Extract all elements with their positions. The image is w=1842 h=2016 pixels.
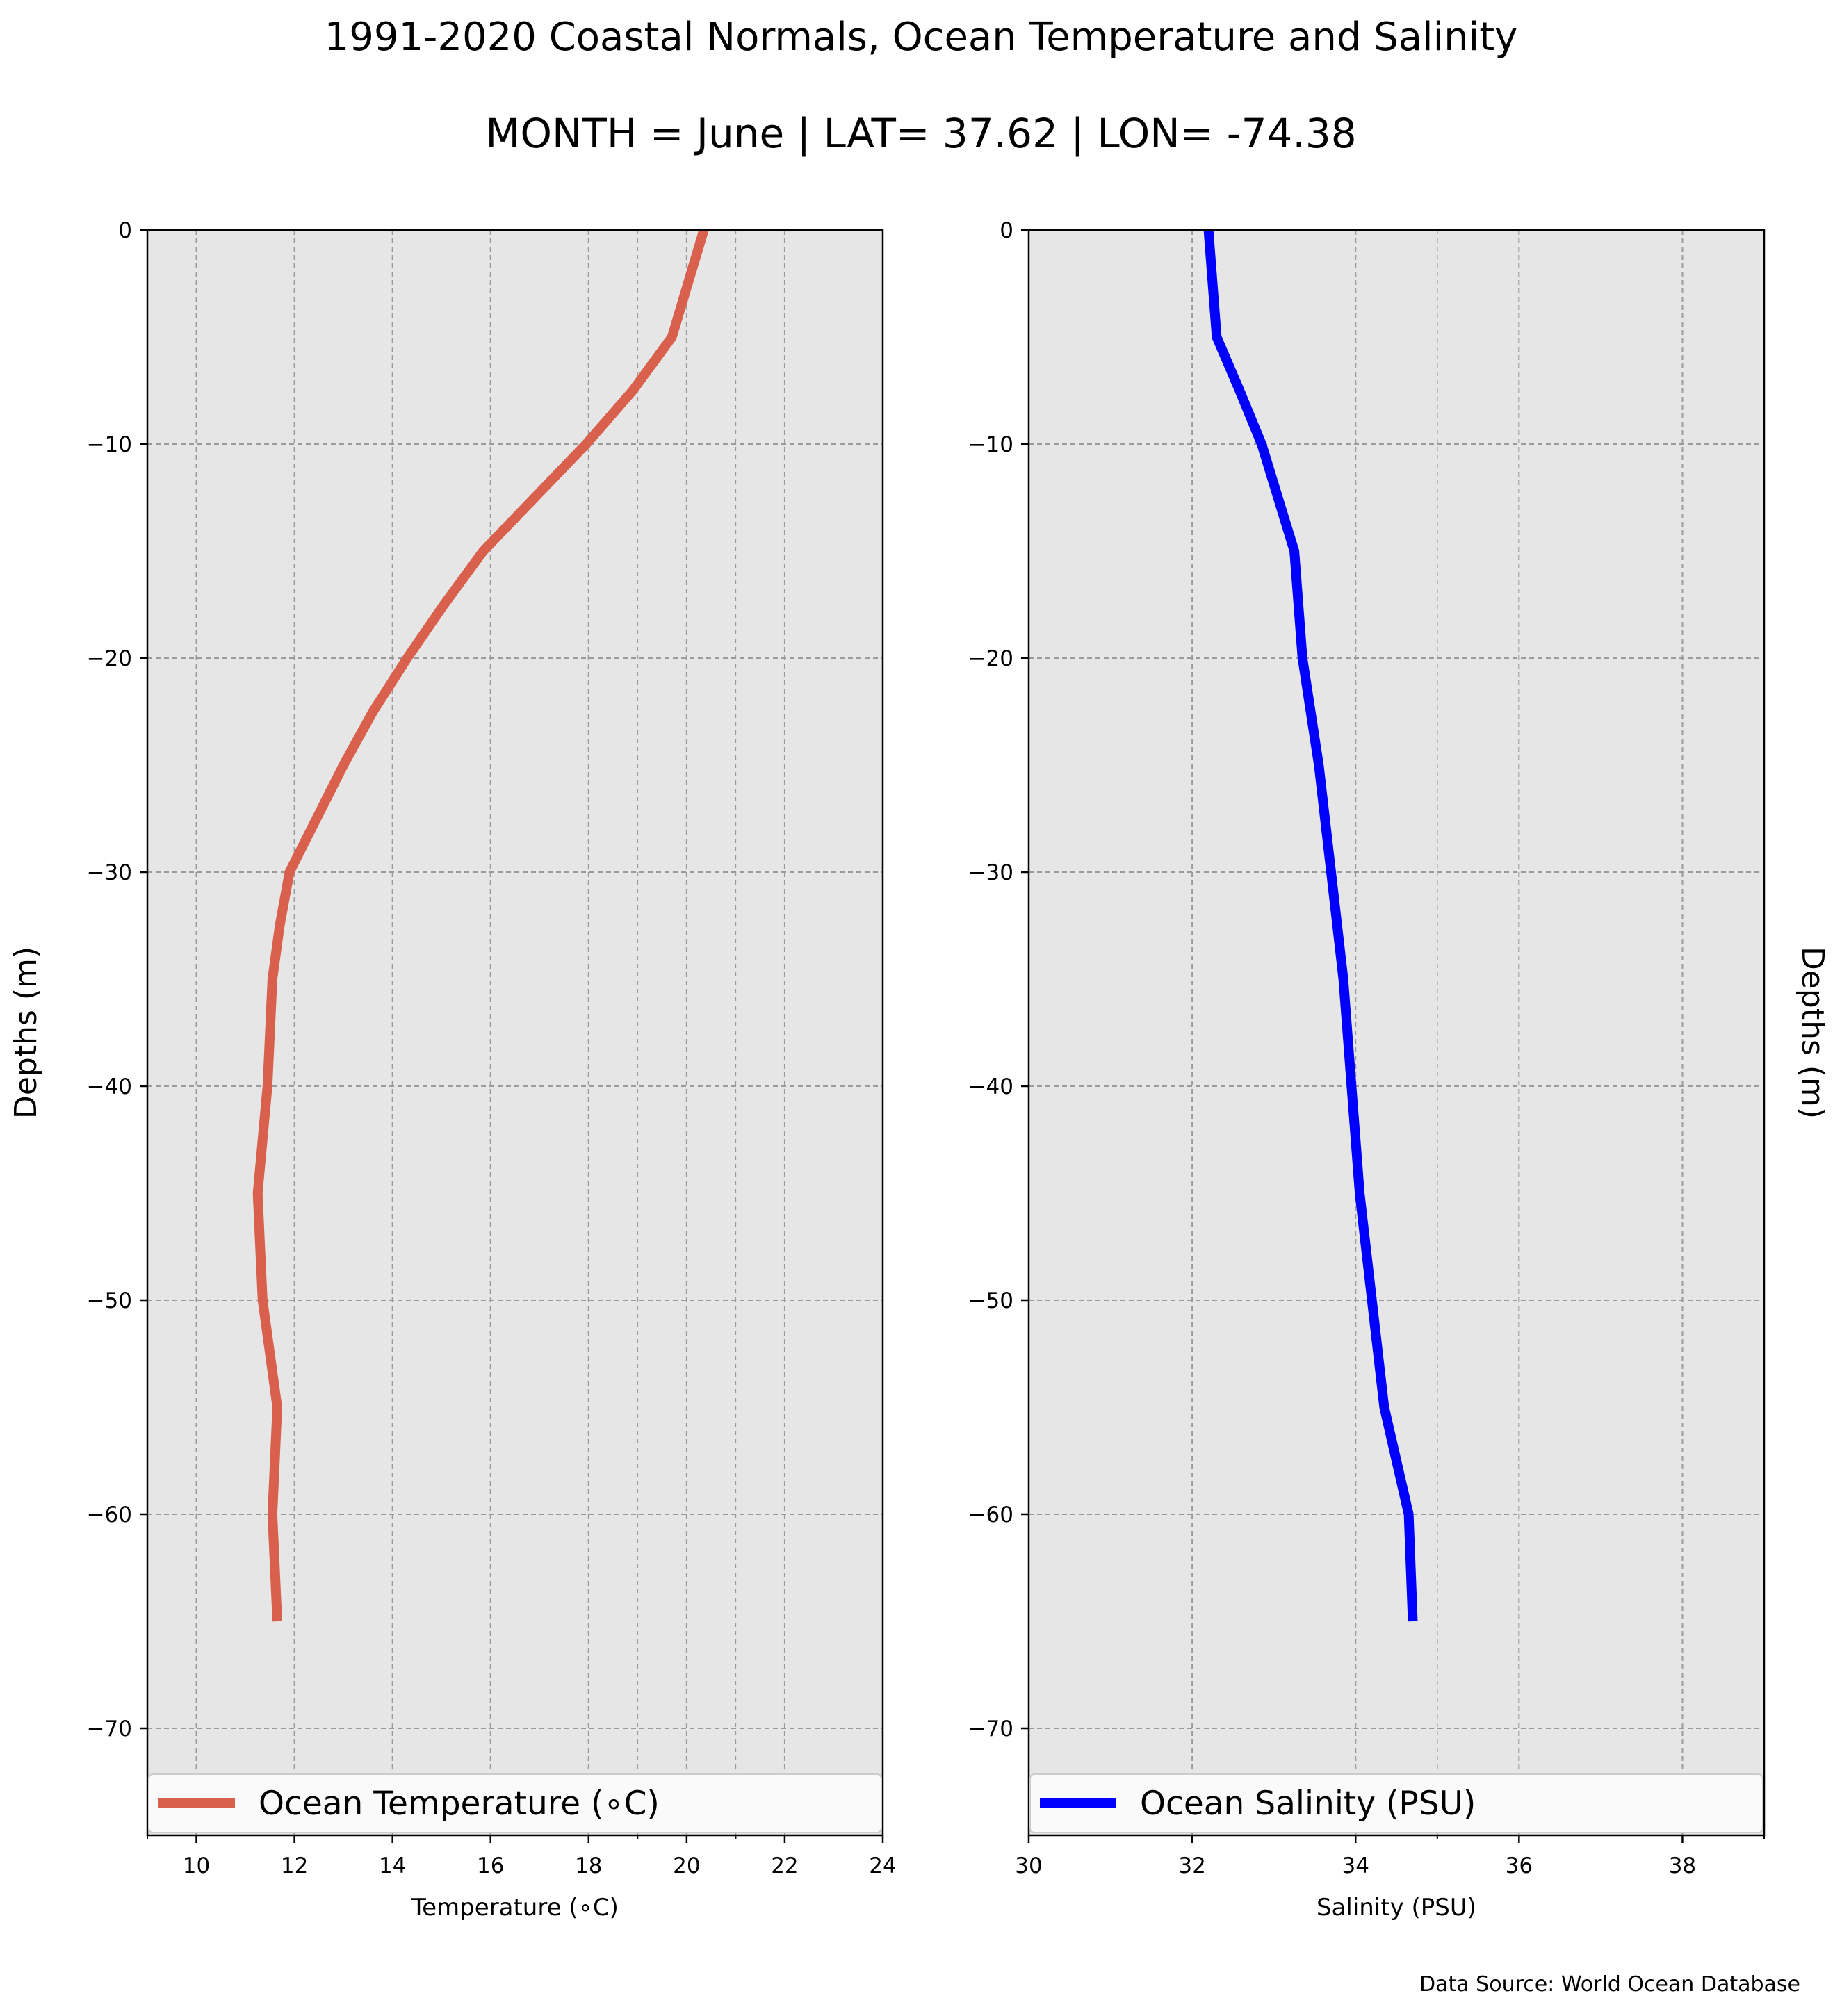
figure-title: 1991-2020 Coastal Normals, Ocean Tempera… xyxy=(325,15,1518,60)
salinity-ytick-label: −30 xyxy=(968,860,1013,885)
salinity-xtick-label: 30 xyxy=(1015,1853,1042,1878)
temperature-xtick-label: 14 xyxy=(379,1853,406,1878)
figure-subtitle: MONTH = June | LAT= 37.62 | LON= -74.38 xyxy=(485,110,1356,157)
temperature-ytick-label: −60 xyxy=(87,1502,132,1527)
temperature-axes-frame xyxy=(146,229,884,1837)
salinity-legend-label: Ocean Salinity (PSU) xyxy=(1140,1785,1476,1823)
salinity-ytick-label: −40 xyxy=(968,1074,1013,1099)
salinity-xtick-label: 34 xyxy=(1342,1853,1369,1878)
salinity-xaxis-label: Salinity (PSU) xyxy=(1317,1894,1476,1921)
temperature-xtick-label: 22 xyxy=(771,1853,798,1878)
salinity-ytick-label: −70 xyxy=(968,1716,1013,1742)
temperature-xtick-label: 10 xyxy=(183,1853,210,1878)
temperature-ytick-label: −30 xyxy=(87,860,132,885)
salinity-ytick-label: −20 xyxy=(968,646,1013,671)
salinity-ytick-label: 0 xyxy=(1000,218,1013,243)
salinity-panel: 0 −10 −20 −30 −40 −50 −60 −70 30 32 34 36 38 Salinity… xyxy=(968,218,1830,1921)
salinity-ytick-label: −60 xyxy=(968,1502,1013,1527)
temperature-ytick-label: −20 xyxy=(87,646,132,671)
temperature-xtick-label: 12 xyxy=(281,1853,308,1878)
temperature-yaxis-label: Depths (m) xyxy=(8,946,44,1119)
temperature-ytick-label: 0 xyxy=(118,218,132,243)
salinity-xtick-label: 36 xyxy=(1506,1853,1533,1878)
temperature-xtick-label: 20 xyxy=(673,1853,700,1878)
salinity-ytick-label: −50 xyxy=(968,1288,1013,1313)
salinity-ytick-label: −10 xyxy=(968,432,1013,457)
temperature-ytick-label: −40 xyxy=(87,1074,132,1099)
salinity-legend-box xyxy=(1029,1773,1763,1833)
temperature-profile-line xyxy=(252,229,709,1622)
salinity-axes-frame xyxy=(1027,229,1766,1837)
temperature-legend-box xyxy=(148,1773,882,1833)
temperature-xaxis-label: Temperature (∘C) xyxy=(411,1894,619,1921)
temperature-panel: 0 −10 −20 −30 −40 −50 −60 −70 10 12 14 16 18 20 22 24 Te… xyxy=(8,218,897,1921)
temperature-ytick-label: −50 xyxy=(87,1288,132,1313)
data-source-note: Data Source: World Ocean Database xyxy=(1419,1972,1800,1997)
temperature-plot-area xyxy=(147,230,883,1835)
temperature-xtick-label: 24 xyxy=(869,1853,896,1878)
temperature-xtick-label: 18 xyxy=(575,1853,602,1878)
temperature-ytick-label: −70 xyxy=(87,1716,132,1742)
temperature-xtick-label: 16 xyxy=(477,1853,504,1878)
salinity-xtick-label: 32 xyxy=(1178,1853,1205,1878)
salinity-plot-area xyxy=(1029,230,1764,1835)
temperature-legend-label: Ocean Temperature (∘C) xyxy=(259,1785,660,1823)
salinity-profile-line xyxy=(1203,229,1418,1622)
salinity-xtick-label: 38 xyxy=(1669,1853,1696,1878)
salinity-yaxis-label: Depths (m) xyxy=(1795,946,1830,1119)
temperature-ytick-label: −10 xyxy=(87,432,132,457)
